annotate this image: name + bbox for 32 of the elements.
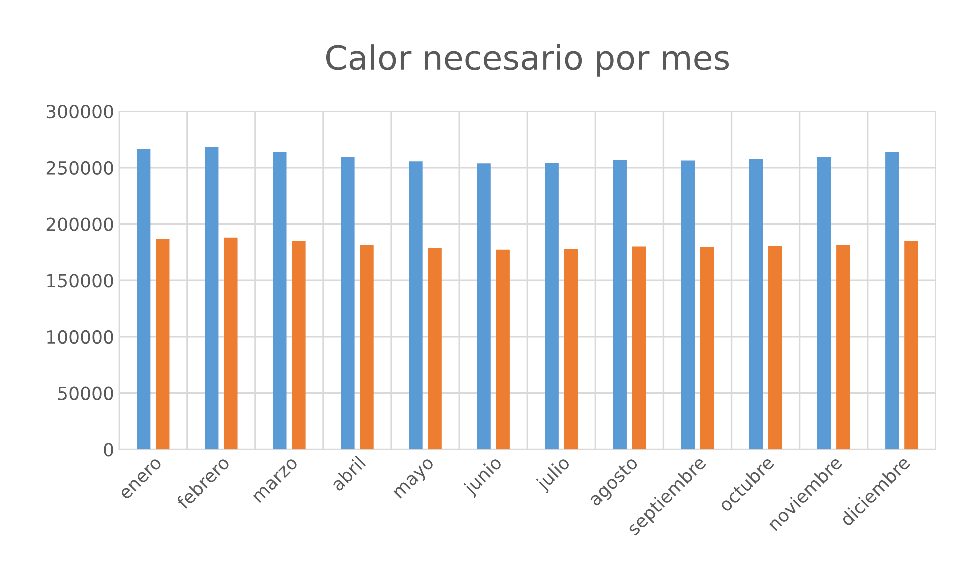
- bar: [341, 157, 355, 450]
- y-tick-label: 100000: [48, 330, 114, 344]
- bar: [428, 248, 442, 450]
- bar: [768, 246, 782, 450]
- bar: [886, 152, 900, 450]
- y-tick-label: 50000: [58, 386, 114, 400]
- bar: [545, 162, 559, 450]
- y-tick-label: 250000: [46, 161, 114, 176]
- bar: [156, 239, 170, 450]
- y-tick-label: 200000: [46, 218, 114, 232]
- bar: [632, 246, 646, 450]
- bar: [564, 250, 578, 450]
- y-tick-label: 150000: [48, 274, 114, 288]
- y-tick-label: 300000: [46, 105, 114, 119]
- bar: [205, 147, 219, 450]
- bar: [224, 238, 238, 450]
- bar: [904, 242, 918, 450]
- bar: [292, 241, 306, 450]
- bar: [700, 247, 714, 450]
- bar: [273, 152, 287, 450]
- bar: [409, 162, 423, 450]
- bar: [477, 164, 491, 450]
- bar: [360, 245, 374, 450]
- bar: [137, 148, 151, 450]
- bar: [496, 250, 510, 450]
- bar: [818, 157, 832, 450]
- y-tick-label: 0: [104, 443, 114, 457]
- chart-title: Calor necesario por mes: [326, 44, 730, 77]
- bar: [613, 160, 627, 450]
- bar: [749, 159, 764, 450]
- bar: [836, 245, 850, 450]
- bar: [681, 160, 696, 450]
